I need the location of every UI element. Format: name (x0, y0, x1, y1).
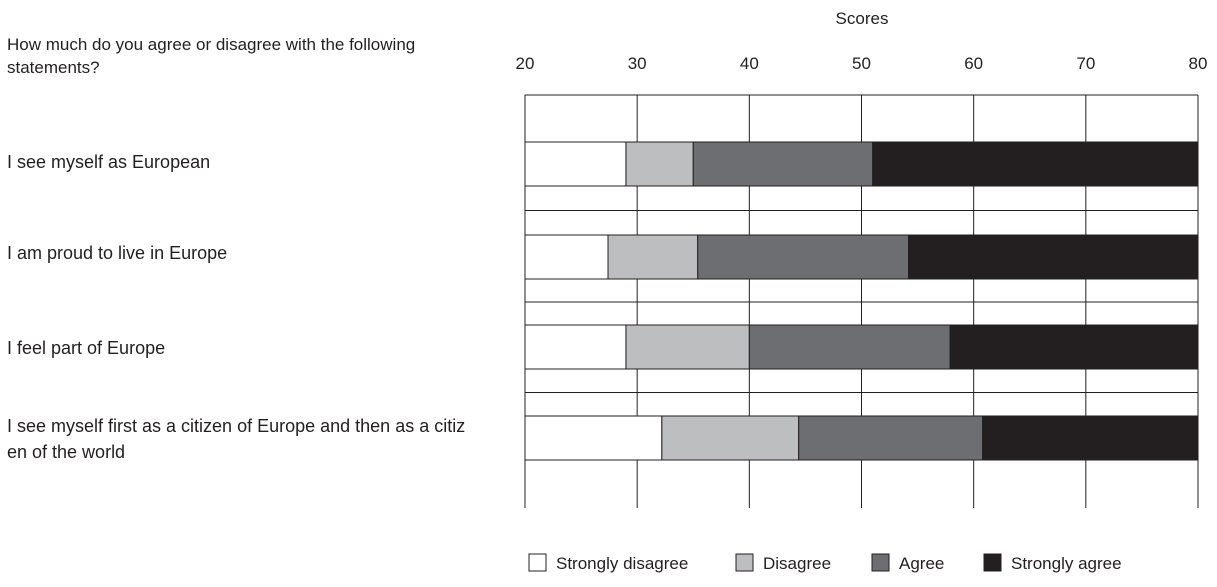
category-label: I see myself first as a citizen of Europ… (7, 416, 465, 462)
bar-segment-strongly-disagree (524, 324, 627, 370)
x-axis-ticks: 20 30 40 50 60 70 80 (516, 54, 1208, 73)
bar-segment-disagree (625, 141, 694, 187)
category-labels: I see myself as European I am proud to li… (7, 152, 465, 462)
x-tick-label: 80 (1189, 54, 1208, 73)
bar-segment-disagree (625, 324, 750, 370)
x-tick-label: 30 (628, 54, 647, 73)
question-label: How much do you agree or disagree with t… (7, 35, 415, 77)
category-label: I am proud to live in Europe (7, 243, 227, 263)
legend-label: Strongly disagree (556, 554, 688, 573)
bar-segment-strongly-agree (872, 141, 1199, 187)
x-tick-label: 50 (852, 54, 871, 73)
category-label-line: I feel part of Europe (7, 338, 165, 358)
legend-swatch (983, 553, 1002, 572)
category-label-line: en of the world (7, 442, 125, 462)
bar-segment-agree (798, 415, 984, 461)
question-text: How much do you agree or disagree with t… (7, 35, 415, 77)
bar-segment-disagree (607, 234, 699, 280)
bar-segment-strongly-disagree (524, 415, 663, 461)
bar-segment-strongly-disagree (524, 141, 627, 187)
bars (524, 141, 1199, 461)
x-tick-label: 70 (1076, 54, 1095, 73)
bar-segment-strongly-agree (949, 324, 1199, 370)
legend-swatch (871, 553, 890, 572)
x-tick-label: 40 (740, 54, 759, 73)
legend-label: Strongly agree (1011, 554, 1122, 573)
bar-segment-strongly-agree (982, 415, 1199, 461)
x-axis-title: Scores (836, 9, 889, 28)
category-label-line: I see myself first as a citizen of Europ… (7, 416, 465, 436)
category-label-line: I am proud to live in Europe (7, 243, 227, 263)
x-tick-label: 60 (964, 54, 983, 73)
bar-segment-agree (748, 324, 951, 370)
bar-segment-strongly-disagree (524, 234, 609, 280)
bar-segment-agree (692, 141, 874, 187)
category-label: I feel part of Europe (7, 338, 165, 358)
legend-swatch (528, 553, 547, 572)
bar-segment-agree (697, 234, 910, 280)
category-label-line: I see myself as European (7, 152, 210, 172)
x-tick-label: 20 (516, 54, 535, 73)
question-line: How much do you agree or disagree with t… (7, 35, 415, 54)
legend-label: Agree (899, 554, 944, 573)
question-line: statements? (7, 58, 100, 77)
legend-swatch (735, 553, 754, 572)
bar-segment-strongly-agree (908, 234, 1199, 280)
category-label: I see myself as European (7, 152, 210, 172)
bar-segment-disagree (661, 415, 800, 461)
legend-label: Disagree (763, 554, 831, 573)
legend: Strongly disagree Disagree Agree Strongly a… (528, 553, 1122, 573)
